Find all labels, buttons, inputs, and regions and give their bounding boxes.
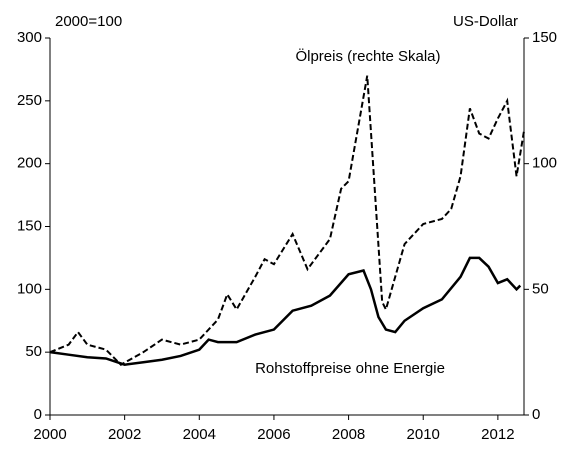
y2-tick-label: 0 <box>532 406 540 423</box>
series-label: Rohstoffpreise ohne Energie <box>255 360 445 377</box>
right-unit: US-Dollar <box>453 13 518 30</box>
y-tick-label: 250 <box>17 92 42 109</box>
y-tick-label: 200 <box>17 155 42 172</box>
y2-tick-label: 100 <box>532 155 557 172</box>
series-label: Ölpreis (rechte Skala) <box>295 47 440 65</box>
y-tick-label: 150 <box>17 217 42 234</box>
y2-tick-label: 50 <box>532 280 549 297</box>
x-tick-label: 2008 <box>332 426 365 443</box>
x-tick-label: 2000 <box>33 426 66 443</box>
y-tick-label: 300 <box>17 29 42 46</box>
y-tick-label: 100 <box>17 280 42 297</box>
x-tick-label: 2012 <box>481 426 514 443</box>
x-tick-label: 2006 <box>257 426 290 443</box>
x-tick-label: 2002 <box>108 426 141 443</box>
series-line <box>49 256 522 367</box>
y2-tick-label: 150 <box>532 29 557 46</box>
x-tick-label: 2010 <box>407 426 440 443</box>
series-line <box>49 75 525 366</box>
y-tick-label: 0 <box>34 406 42 423</box>
left-unit: 2000=100 <box>55 13 122 30</box>
x-tick-label: 2004 <box>183 426 216 443</box>
y-tick-label: 50 <box>25 343 42 360</box>
